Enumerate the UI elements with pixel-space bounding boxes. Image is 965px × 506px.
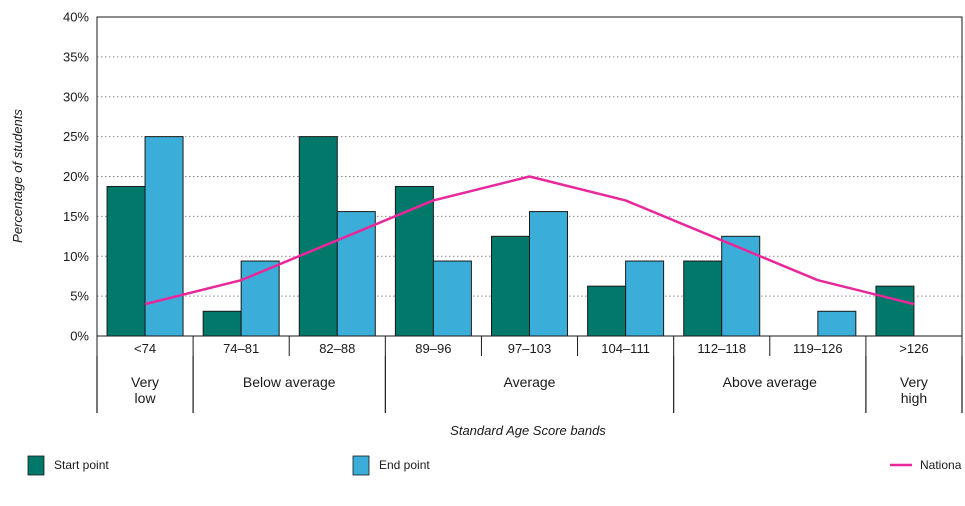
y-tick-labels: 0% 5% 10% 15% 20% 25% 30% 35% 40% [63,10,89,344]
category-labels: <74 74–81 82–88 89–96 97–103 104–111 112–118 11… [134,341,929,356]
category-label: 89–96 [415,341,451,356]
y-tick-label: 20% [63,169,89,184]
bar-end-5 [625,260,665,337]
axes [96,16,963,413]
band-label: Very high [900,374,928,406]
bars [106,136,915,337]
category-label: 119–126 [793,341,843,356]
bar-start-5 [587,285,627,337]
category-label: >126 [899,341,928,356]
y-tick-label: 5% [70,289,89,304]
bar-end-0 [144,136,184,337]
bar-end-3 [432,260,472,337]
legend-label-0: Start point [54,458,109,472]
band-label: Above average [723,374,817,390]
bar-start-1 [202,310,242,337]
y-axis-label: Percentage of students [10,109,25,243]
bar-end-4 [529,211,568,337]
bar-start-8 [875,285,915,337]
bar-end-2 [336,211,376,337]
bar-start-4 [491,235,530,337]
legend-label-1: End point [379,458,430,472]
plot-frame [96,16,963,337]
category-label: 112–118 [697,341,746,356]
band-label: Very low [131,374,159,406]
legend-swatch-1 [352,455,370,476]
legend: Start point End point Nationa [27,455,962,476]
national-line-layer [144,175,915,306]
y-tick-label: 15% [63,209,89,224]
bar-start-6 [683,260,723,337]
band-label: Below average [243,374,336,390]
y-tick-label: 35% [63,49,89,64]
band-labels: Very low Below average Average Above average… [131,374,928,406]
y-tick-label: 40% [63,10,89,25]
legend-label-2: Nationa [920,458,962,472]
category-label: <74 [134,341,156,356]
bar-end-7 [817,310,857,337]
x-axis-label: Standard Age Score bands [450,423,606,438]
category-label: 82–88 [319,341,355,356]
bar-end-6 [721,235,761,337]
legend-swatch-0 [27,455,45,476]
y-tick-label: 25% [63,129,89,144]
bar-start-2 [298,136,338,337]
bar-start-0 [106,185,146,337]
y-tick-label: 30% [63,89,89,104]
category-label: 74–81 [223,341,259,356]
y-tick-label: 0% [70,329,89,344]
national-line [144,175,915,306]
y-tick-label: 10% [63,249,89,264]
category-label: 97–103 [508,341,551,356]
band-label: Average [504,374,556,390]
category-label: 104–111 [601,341,650,356]
